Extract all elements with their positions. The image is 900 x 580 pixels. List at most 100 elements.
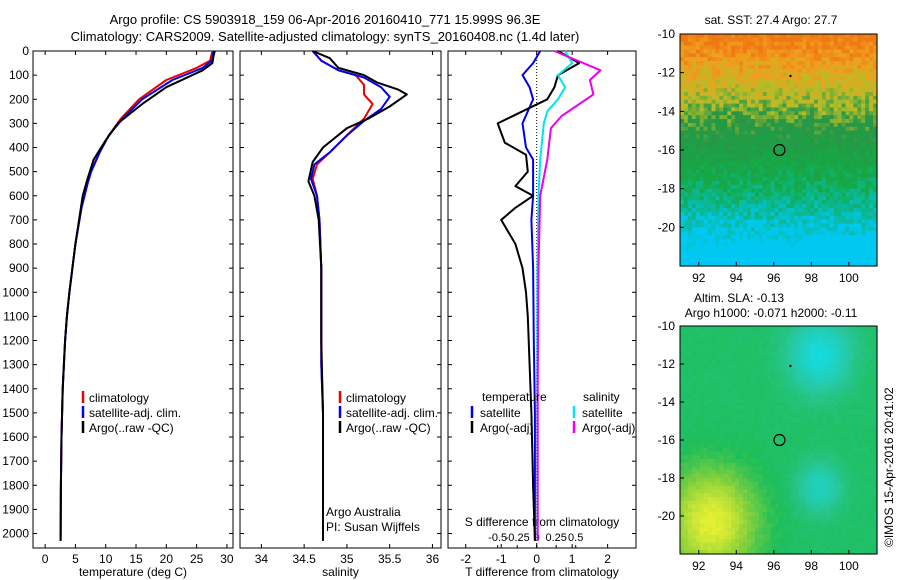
heatmap-cell — [869, 84, 874, 89]
heatmap-cell — [683, 345, 689, 350]
heatmap-cell — [798, 246, 803, 252]
heatmap-cell — [723, 138, 728, 143]
heatmap-cell — [719, 352, 724, 357]
heatmap-cell — [778, 72, 784, 78]
heatmap-cell — [873, 180, 878, 186]
heatmap-cell — [723, 254, 728, 259]
heatmap-cell — [865, 173, 870, 178]
heatmap-cell — [719, 111, 724, 116]
heatmap-cell — [833, 409, 839, 414]
heatmap-cell — [853, 188, 858, 194]
heatmap-cell — [727, 184, 732, 190]
heatmap-cell — [865, 329, 870, 335]
heatmap-cell — [798, 173, 803, 178]
heatmap-cell — [703, 169, 709, 174]
heatmap-cell — [782, 72, 787, 78]
heatmap-cell — [743, 68, 748, 74]
heatmap-cell — [731, 153, 736, 159]
heatmap-cell — [699, 390, 705, 395]
heatmap-cell — [873, 103, 878, 109]
heatmap-cell — [766, 447, 772, 452]
heatmap-cell — [731, 111, 736, 116]
heatmap-cell — [774, 130, 780, 136]
heatmap-cell — [829, 115, 835, 120]
heatmap-cell — [739, 177, 744, 182]
heatmap-cell — [833, 161, 839, 167]
heatmap-cell — [841, 242, 847, 248]
heatmap-cell — [739, 329, 744, 335]
heatmap-cell — [762, 386, 768, 392]
heatmap-cell — [790, 398, 795, 403]
heatmap-cell — [719, 122, 724, 128]
heatmap-cell — [841, 150, 847, 155]
heatmap-cell — [786, 173, 791, 178]
heatmap-cell — [707, 37, 713, 43]
heatmap-cell — [869, 180, 874, 186]
heatmap-cell — [845, 386, 851, 392]
heatmap-cell — [723, 356, 728, 361]
heatmap-cell — [806, 184, 811, 190]
heatmap-cell — [802, 262, 807, 267]
heatmap-cell — [731, 88, 736, 93]
heatmap-cell — [762, 398, 768, 403]
heatmap-cell — [861, 356, 866, 361]
heatmap-cell — [715, 424, 720, 430]
heatmap-cell — [806, 57, 811, 62]
heatmap-cell — [703, 64, 709, 70]
heatmap-cell — [774, 424, 780, 430]
heatmap-cell — [750, 169, 756, 174]
heatmap-cell — [739, 41, 744, 47]
heatmap-cell — [770, 107, 776, 112]
heatmap-cell — [802, 356, 807, 361]
heatmap-cell — [731, 150, 736, 155]
heatmap-cell — [817, 223, 823, 228]
heatmap-cell — [687, 99, 693, 105]
heatmap-cell — [845, 364, 851, 369]
heatmap-cell — [774, 115, 780, 120]
heatmap-cell — [770, 250, 776, 255]
heatmap-cell — [750, 138, 756, 143]
heatmap-cell — [833, 103, 839, 109]
heatmap-cell — [727, 92, 732, 97]
heatmap-cell — [750, 41, 756, 47]
heatmap-cell — [758, 184, 764, 190]
heatmap-cell — [687, 80, 693, 85]
map-title-sla-line2: Argo h1000: -0.071 h2000: -0.11 — [685, 306, 858, 320]
heatmap-cell — [853, 119, 858, 124]
heatmap-cell — [798, 219, 803, 225]
heatmap-cell — [869, 235, 874, 240]
heatmap-cell — [829, 223, 835, 228]
heatmap-cell — [758, 200, 764, 205]
heatmap-cell — [782, 208, 787, 213]
heatmap-cell — [790, 53, 795, 58]
heatmap-cell — [723, 57, 728, 62]
map-title-sla-line1: Altim. SLA: -0.13 — [694, 291, 784, 305]
heatmap-cell — [703, 235, 709, 240]
heatmap-cell — [853, 364, 858, 369]
heatmap-cell — [778, 424, 784, 430]
heatmap-cell — [754, 215, 760, 221]
heatmap-cell — [766, 130, 772, 136]
heatmap-cell — [762, 92, 768, 97]
heatmap-cell — [865, 235, 870, 240]
heatmap-cell — [766, 49, 772, 54]
heatmap-cell — [833, 329, 839, 335]
heatmap-cell — [810, 138, 815, 143]
heatmap-cell — [723, 242, 728, 248]
heatmap-cell — [873, 250, 878, 255]
heatmap-cell — [873, 173, 878, 178]
heatmap-cell — [723, 161, 728, 167]
heatmap-cell — [786, 122, 791, 128]
heatmap-cell — [731, 126, 736, 132]
heatmap-cell — [798, 432, 803, 437]
heatmap-cell — [743, 413, 748, 418]
heatmap-cell — [715, 37, 720, 43]
heatmap-cell — [695, 262, 701, 267]
heatmap-cell — [798, 68, 803, 74]
heatmap-cell — [782, 119, 787, 124]
heatmap-cell — [758, 126, 764, 132]
heatmap-cell — [683, 37, 689, 43]
heatmap-cell — [731, 367, 736, 373]
heatmap-cell — [821, 211, 827, 217]
heatmap-cell — [774, 34, 780, 39]
